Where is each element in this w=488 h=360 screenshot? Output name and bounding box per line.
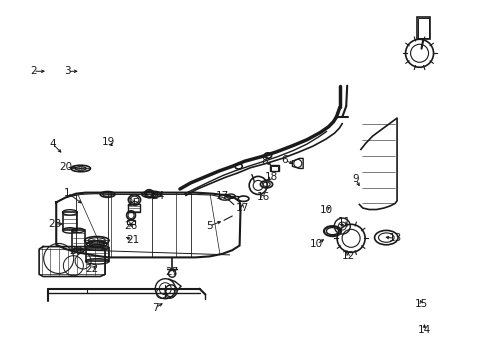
Text: 5: 5 [205, 221, 212, 231]
Bar [127, 220, 135, 224]
Text: 14: 14 [417, 325, 430, 336]
Text: 15: 15 [414, 299, 427, 309]
Text: 28: 28 [69, 246, 82, 256]
Text: 22: 22 [85, 264, 99, 274]
Text: 4: 4 [49, 139, 56, 149]
Bar [85, 248, 109, 261]
Text: 7: 7 [152, 303, 159, 313]
Text: 9: 9 [352, 174, 359, 184]
Text: 23: 23 [48, 219, 61, 229]
Text: 19: 19 [102, 137, 115, 147]
Bar [417, 18, 428, 38]
Text: 21: 21 [126, 235, 140, 246]
Text: 8: 8 [261, 156, 268, 166]
Bar [416, 17, 429, 39]
Text: 3: 3 [64, 66, 71, 76]
Text: 1: 1 [64, 188, 71, 198]
Text: 27: 27 [165, 267, 179, 277]
Text: 2: 2 [30, 66, 37, 76]
Text: 11: 11 [337, 217, 351, 228]
Text: 25: 25 [126, 198, 140, 208]
Bar [62, 212, 77, 230]
Text: 6: 6 [281, 155, 287, 165]
Text: 18: 18 [264, 172, 278, 182]
Bar [128, 204, 140, 212]
Text: 17: 17 [215, 191, 229, 201]
Bar [72, 230, 84, 250]
Bar [270, 166, 277, 171]
Text: 12: 12 [341, 251, 354, 261]
Text: 17: 17 [235, 203, 248, 213]
Bar [269, 165, 278, 171]
Text: 16: 16 [256, 192, 269, 202]
Text: 10: 10 [320, 204, 332, 215]
Text: 20: 20 [60, 162, 72, 172]
Text: 24: 24 [150, 191, 164, 201]
Text: 26: 26 [124, 221, 138, 231]
Text: 10: 10 [310, 239, 323, 249]
Text: 13: 13 [387, 233, 401, 243]
